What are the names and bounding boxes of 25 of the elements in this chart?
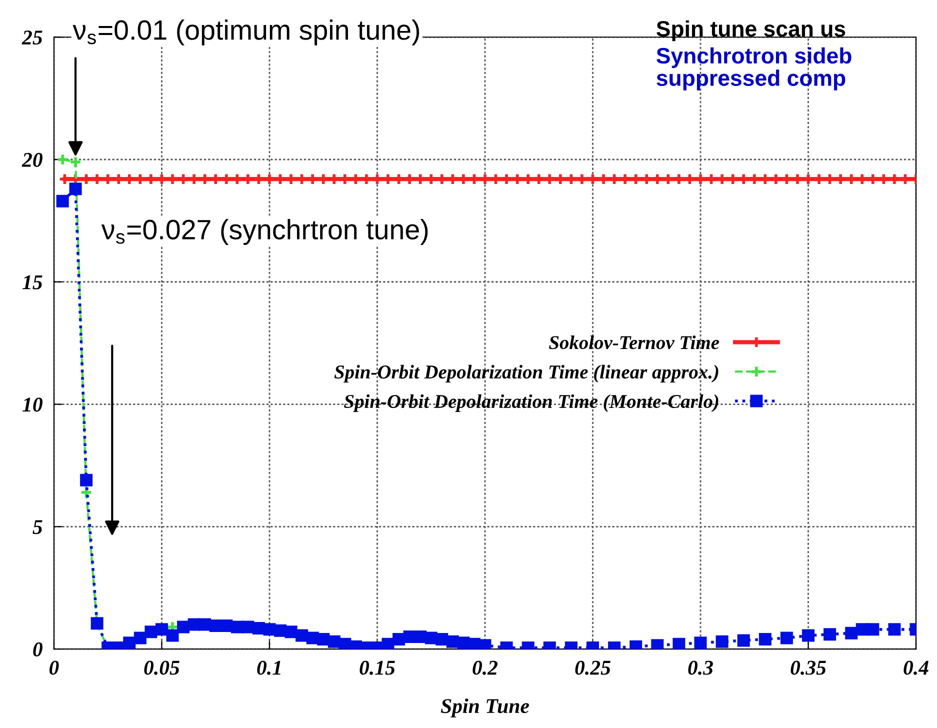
text: Synchrotron sideb suppressed comp [656, 47, 852, 90]
chart-title: Spin tune scan us [656, 20, 846, 42]
y-tick-label: 15 [22, 275, 42, 290]
y-tick-label: 25 [22, 30, 42, 45]
x-tick-label: 0.3 [688, 660, 713, 675]
x-tick-label: 0.05 [144, 660, 180, 675]
point [69, 156, 82, 168]
legend-label: Spin-Orbit Depolarization Time (linear approx.) [334, 364, 718, 383]
x-tick-label: 0.15 [360, 660, 395, 675]
annotation: ν$_{s}$=0.027 (synchrtron tune) [101, 219, 428, 245]
x-tick-label: 0.25 [575, 660, 610, 675]
legend-label: Spin-Orbit Depolarization Time (Monte-Carlo) [344, 394, 718, 412]
annotation: ν$_{s}$=0.01 (optimum spin tune) [72, 20, 420, 46]
point [56, 153, 69, 166]
x-axis-title: Spin Tune [440, 698, 530, 718]
x-tick-label: 0.4 [904, 660, 928, 675]
y-tick-label: 5 [32, 520, 42, 534]
x-tick-label: 0.1 [257, 660, 280, 675]
x-tick-label: 0 [49, 660, 59, 675]
y-tick-label: 10 [22, 398, 42, 412]
y-tick-label: 0 [33, 642, 42, 656]
y-tick-label: 20 [22, 152, 42, 167]
legend-label: Sokolov-Ternov Time [549, 335, 720, 350]
x-tick-label: 0.2 [472, 660, 498, 675]
x-tick-label: 0.35 [790, 660, 826, 675]
